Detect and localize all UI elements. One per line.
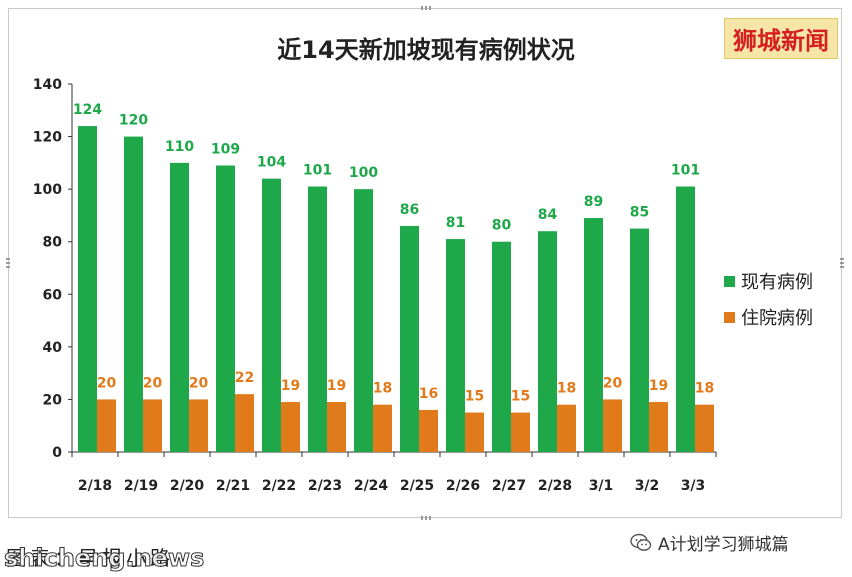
site-watermark: shicheng.news bbox=[3, 544, 205, 573]
bar-hospital bbox=[649, 402, 668, 452]
data-label-existing: 101 bbox=[303, 163, 332, 179]
bar-hospital bbox=[695, 404, 714, 452]
data-label-hospital: 19 bbox=[327, 378, 346, 394]
data-label-hospital: 15 bbox=[465, 389, 484, 405]
legend-item-existing: 现有病例 bbox=[724, 268, 813, 294]
bar-existing bbox=[538, 231, 557, 452]
bar-existing bbox=[78, 126, 97, 453]
x-tick-label: 2/27 bbox=[492, 478, 526, 494]
data-label-existing: 89 bbox=[584, 194, 603, 210]
bar-hospital bbox=[511, 412, 530, 452]
x-tick-label: 2/22 bbox=[262, 478, 296, 494]
data-label-existing: 124 bbox=[73, 102, 102, 118]
data-label-hospital: 18 bbox=[695, 381, 714, 397]
data-label-hospital: 15 bbox=[511, 389, 530, 405]
x-tick-label: 2/28 bbox=[538, 478, 572, 494]
bar-existing bbox=[354, 189, 373, 452]
x-tick-label: 2/20 bbox=[170, 478, 205, 494]
x-tick-label: 3/1 bbox=[589, 478, 614, 494]
data-label-existing: 80 bbox=[492, 218, 512, 234]
y-tick-label: 80 bbox=[43, 235, 63, 251]
data-label-existing: 100 bbox=[349, 165, 378, 181]
resize-handle-right[interactable] bbox=[840, 258, 844, 268]
bar-hospital bbox=[235, 394, 254, 452]
bar-existing bbox=[400, 225, 419, 452]
bar-hospital bbox=[557, 404, 576, 452]
legend-swatch-existing bbox=[724, 275, 735, 287]
x-tick-label: 2/26 bbox=[446, 478, 480, 494]
bar-existing bbox=[216, 165, 235, 452]
bar-existing bbox=[170, 162, 189, 452]
data-label-hospital: 20 bbox=[189, 375, 209, 391]
data-label-existing: 81 bbox=[446, 215, 465, 231]
bar-hospital bbox=[603, 399, 622, 452]
bar-existing bbox=[124, 136, 143, 453]
x-tick-label: 3/2 bbox=[635, 478, 660, 494]
wechat-source-label: A计划学习狮城篇 bbox=[658, 535, 789, 555]
legend-label-hospital: 住院病例 bbox=[741, 308, 813, 329]
data-label-existing: 84 bbox=[538, 207, 558, 223]
legend-item-hospital: 住院病例 bbox=[724, 304, 813, 330]
bar-hospital bbox=[97, 399, 116, 452]
bar-existing bbox=[676, 186, 695, 452]
legend-label-existing: 现有病例 bbox=[741, 272, 813, 293]
data-label-hospital: 20 bbox=[603, 375, 623, 391]
bar-existing bbox=[584, 218, 603, 452]
x-tick-label: 3/3 bbox=[681, 478, 706, 494]
bar-existing bbox=[262, 178, 281, 452]
legend-swatch-hospital bbox=[724, 311, 735, 323]
data-label-hospital: 20 bbox=[143, 375, 163, 391]
resize-handle-left[interactable] bbox=[6, 258, 10, 268]
bar-hospital bbox=[189, 399, 208, 452]
data-label-existing: 86 bbox=[400, 202, 419, 218]
y-tick-label: 100 bbox=[33, 182, 62, 198]
bar-hospital bbox=[465, 412, 484, 452]
data-label-hospital: 19 bbox=[649, 378, 668, 394]
y-tick-label: 0 bbox=[52, 445, 62, 461]
data-label-hospital: 18 bbox=[373, 381, 392, 397]
data-label-existing: 120 bbox=[119, 113, 148, 129]
wechat-icon bbox=[630, 533, 652, 551]
data-label-existing: 109 bbox=[211, 141, 240, 157]
data-label-existing: 110 bbox=[165, 139, 194, 155]
bar-hospital bbox=[373, 404, 392, 452]
data-label-existing: 104 bbox=[257, 155, 286, 171]
x-tick-label: 2/23 bbox=[308, 478, 342, 494]
resize-handle-top[interactable] bbox=[421, 6, 431, 10]
data-label-hospital: 20 bbox=[97, 375, 117, 391]
data-label-hospital: 16 bbox=[419, 386, 438, 402]
y-tick-label: 40 bbox=[43, 340, 63, 356]
bar-existing bbox=[308, 186, 327, 452]
y-tick-label: 60 bbox=[43, 287, 63, 303]
data-label-existing: 101 bbox=[671, 163, 700, 179]
bar-existing bbox=[492, 241, 511, 452]
y-tick-label: 140 bbox=[33, 77, 62, 93]
brand-logo: 狮城新闻 bbox=[724, 18, 838, 59]
bar-hospital bbox=[143, 399, 162, 452]
x-tick-label: 2/21 bbox=[216, 478, 250, 494]
data-label-hospital: 19 bbox=[281, 378, 300, 394]
chart-caption: 图表：早报小路 bbox=[6, 546, 174, 570]
data-label-hospital: 18 bbox=[557, 381, 576, 397]
resize-handle-bottom[interactable] bbox=[421, 516, 431, 520]
x-tick-label: 2/25 bbox=[400, 478, 434, 494]
data-label-existing: 85 bbox=[630, 205, 649, 221]
x-tick-label: 2/18 bbox=[78, 478, 112, 494]
x-tick-label: 2/24 bbox=[354, 478, 389, 494]
bar-hospital bbox=[327, 402, 346, 452]
y-tick-label: 120 bbox=[33, 130, 62, 146]
bar-existing bbox=[630, 228, 649, 452]
bar-existing bbox=[446, 239, 465, 452]
data-label-hospital: 22 bbox=[235, 370, 254, 386]
y-tick-label: 20 bbox=[43, 392, 63, 408]
chart-title: 近14天新加坡现有病例状况 bbox=[277, 36, 575, 64]
bar-hospital bbox=[419, 409, 438, 452]
x-tick-label: 2/19 bbox=[124, 478, 158, 494]
bar-hospital bbox=[281, 402, 300, 452]
wechat-source: A计划学习狮城篇 bbox=[630, 530, 789, 555]
